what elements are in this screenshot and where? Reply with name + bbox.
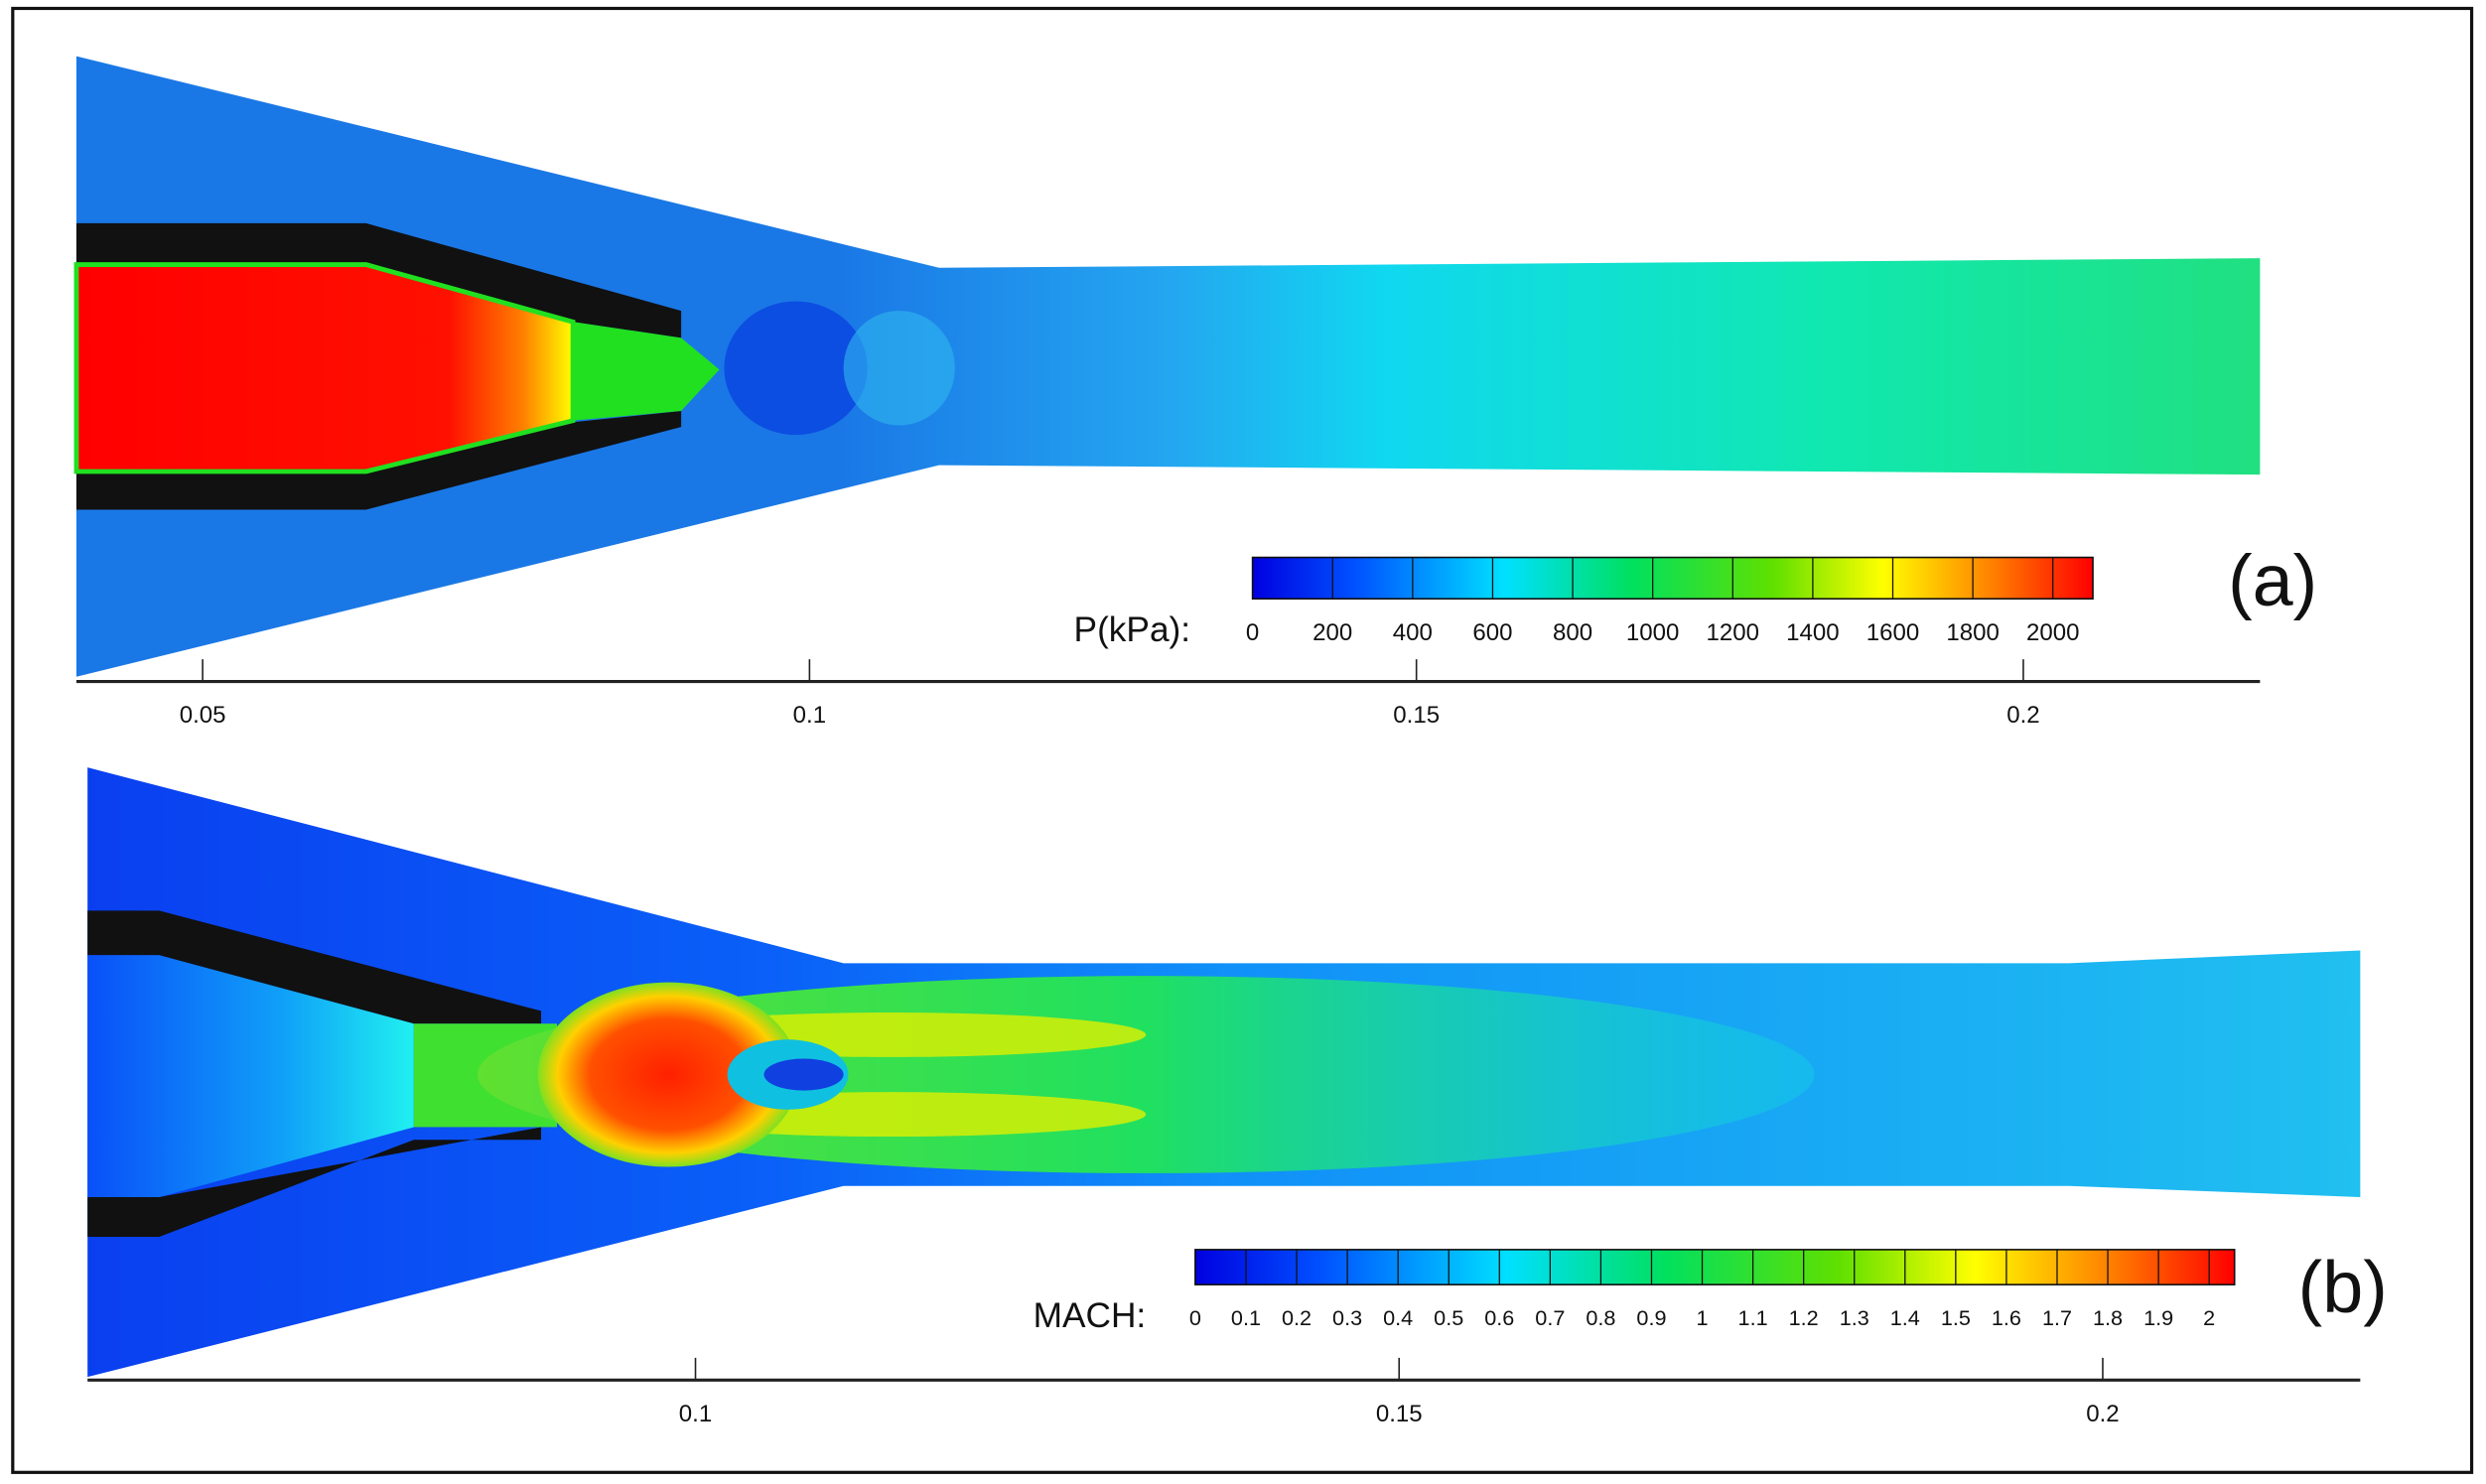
x-tick-label: 0.15 (1393, 702, 1440, 729)
colorbar-tick-label: 0.1 (1231, 1305, 1261, 1330)
colorbar-tick-label: 1.2 (1789, 1305, 1819, 1330)
colorbar-tick-label: 1.9 (2143, 1305, 2173, 1330)
colorbar-tick-label: 1.6 (1992, 1305, 2021, 1330)
x-tick-label: 0.2 (2006, 702, 2039, 729)
colorbar-tick-label: 400 (1393, 619, 1433, 646)
colorbar-tick-label: 1.4 (1890, 1305, 1920, 1330)
x-tick-label: 0.1 (793, 702, 826, 729)
colorbar-tick-label: 0.8 (1586, 1305, 1615, 1330)
colorbar-tick-label: 1 (1697, 1305, 1709, 1330)
colorbar-tick-label: 1600 (1866, 619, 1919, 646)
colorbar-tick-label: 0.9 (1636, 1305, 1666, 1330)
colorbar-tick-label: 1400 (1786, 619, 1839, 646)
x-tick-label: 0.1 (679, 1401, 712, 1427)
colorbar-tick-label: 600 (1472, 619, 1512, 646)
colorbar-tick-label: 1.5 (1941, 1305, 1971, 1330)
colorbar-tick-label: 1.1 (1738, 1305, 1768, 1330)
colorbar-tick-label: 1800 (1946, 619, 1999, 646)
colorbar-tick-label: 0.5 (1434, 1305, 1463, 1330)
colorbar-tick-label: 800 (1553, 619, 1592, 646)
colorbar-tick-label: 0.7 (1535, 1305, 1565, 1330)
colorbar-tick-label: 1200 (1707, 619, 1759, 646)
colorbar-tick-label: 0 (1246, 619, 1259, 646)
colorbar-tick-label: 0.3 (1332, 1305, 1362, 1330)
colorbar-tick-label: 1.8 (2093, 1305, 2123, 1330)
colorbar (1251, 556, 2094, 601)
colorbar (1194, 1249, 2236, 1285)
colorbar-tick-label: 1.7 (2042, 1305, 2072, 1330)
colorbar-tick-label: 2 (2203, 1305, 2215, 1330)
colorbar-tick-label: 1.3 (1840, 1305, 1869, 1330)
contour-field-a (73, 56, 2261, 677)
x-tick-label: 0.15 (1376, 1401, 1423, 1427)
colorbar-tick-label: 0 (1189, 1305, 1201, 1330)
panel-label: (b) (2298, 1246, 2388, 1328)
colorbar-tick-label: 1000 (1626, 619, 1679, 646)
colorbar-tick-label: 200 (1312, 619, 1352, 646)
x-tick-label: 0.2 (2086, 1401, 2119, 1427)
colorbar-tick-label: 0.6 (1484, 1305, 1514, 1330)
colorbar-title: P(kPa): (1074, 610, 1191, 649)
colorbar-tick-label: 0.4 (1383, 1305, 1413, 1330)
colorbar-tick-label: 0.2 (1282, 1305, 1312, 1330)
panel-label: (a) (2228, 539, 2317, 621)
contour-field-b (87, 767, 2361, 1378)
colorbar-tick-label: 2000 (2026, 619, 2079, 646)
colorbar-title: MACH: (1034, 1296, 1147, 1335)
x-tick-label: 0.05 (180, 702, 226, 729)
